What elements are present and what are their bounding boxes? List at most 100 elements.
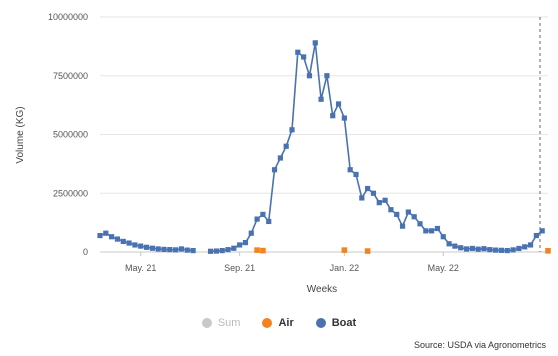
y-tick-label: 0 bbox=[83, 247, 88, 257]
legend-item-sum[interactable]: Sum bbox=[201, 317, 241, 329]
boat-point bbox=[405, 209, 411, 215]
y-tick-label: 2500000 bbox=[53, 188, 88, 198]
boat-point bbox=[231, 245, 237, 251]
boat-point bbox=[126, 240, 132, 246]
boat-point bbox=[318, 96, 324, 102]
boat-point bbox=[493, 247, 499, 253]
boat-point bbox=[452, 243, 458, 249]
boat-point bbox=[120, 238, 126, 245]
boat-point bbox=[324, 73, 330, 79]
boat-point bbox=[533, 232, 539, 239]
legend-item-air[interactable]: Air bbox=[262, 317, 294, 329]
boat-point bbox=[248, 230, 254, 236]
boat-point bbox=[190, 247, 196, 254]
legend-label-air: Air bbox=[278, 317, 294, 329]
boat-point bbox=[167, 247, 173, 253]
boat-point bbox=[266, 218, 272, 225]
boat-point bbox=[347, 167, 353, 173]
boat-point bbox=[103, 230, 109, 236]
air-marker bbox=[262, 318, 273, 328]
boat-point bbox=[382, 197, 388, 203]
boat-point bbox=[207, 248, 214, 254]
boat-point bbox=[458, 245, 464, 251]
boat-point bbox=[417, 221, 423, 227]
air-point bbox=[545, 248, 551, 254]
air-point bbox=[260, 247, 266, 254]
boat-point bbox=[475, 246, 481, 252]
air-point bbox=[254, 247, 260, 253]
boat-point bbox=[481, 246, 487, 252]
boat-point bbox=[271, 167, 278, 173]
boat-point bbox=[143, 244, 150, 250]
boat-point bbox=[295, 49, 301, 55]
x-tick-label: May. 21 bbox=[125, 263, 156, 273]
boat-point bbox=[463, 246, 470, 252]
boat-point bbox=[399, 223, 406, 229]
y-axis-label: Volume (KG) bbox=[15, 106, 26, 163]
boat-point bbox=[498, 247, 505, 253]
boat-point bbox=[510, 247, 516, 253]
boat-point bbox=[109, 234, 115, 240]
boat-point bbox=[388, 207, 394, 213]
boat-point bbox=[335, 101, 342, 107]
boat-point bbox=[283, 143, 289, 149]
boat-point bbox=[260, 211, 266, 217]
boat-point bbox=[138, 243, 144, 249]
y-tick-labels: 0 2500000 5000000 7500000 10000000 bbox=[48, 12, 88, 257]
boat-point bbox=[301, 54, 307, 60]
boat-point bbox=[219, 247, 225, 254]
legend-label-sum: Sum bbox=[217, 317, 241, 329]
boat-point bbox=[527, 242, 534, 248]
boat-point bbox=[429, 228, 435, 234]
boat-marker bbox=[315, 318, 326, 328]
boat-point bbox=[504, 247, 510, 254]
boat-point bbox=[237, 242, 243, 248]
boat-point bbox=[522, 244, 528, 250]
boat-point bbox=[178, 246, 185, 252]
boat-point bbox=[114, 236, 121, 242]
x-tick-label: Sep. 21 bbox=[224, 263, 255, 273]
boat-point bbox=[423, 228, 429, 234]
x-tick-label: Jan. 22 bbox=[330, 263, 360, 273]
air-point bbox=[341, 247, 348, 253]
boat-point bbox=[469, 245, 475, 252]
series-points bbox=[97, 40, 551, 254]
boat-point bbox=[149, 245, 155, 251]
boat-point bbox=[277, 155, 283, 161]
boat-point bbox=[516, 245, 522, 252]
x-tick-labels: May. 21 Sep. 21 Jan. 22 May. 22 bbox=[125, 252, 459, 273]
boat-point bbox=[411, 214, 417, 220]
x-tick-label: May. 22 bbox=[428, 263, 459, 273]
source-note: Source: USDA via Agronometrics bbox=[413, 340, 546, 350]
boat-point bbox=[440, 234, 446, 240]
boat-point bbox=[394, 211, 400, 217]
boat-point bbox=[434, 225, 441, 232]
legend-item-boat[interactable]: Boat bbox=[315, 317, 357, 329]
boat-point bbox=[225, 247, 231, 253]
boat-point bbox=[539, 228, 545, 234]
boat-point bbox=[184, 247, 190, 253]
boat-point bbox=[487, 247, 493, 253]
sum-marker bbox=[201, 318, 212, 328]
boat-point bbox=[330, 113, 336, 119]
y-tick-label: 7500000 bbox=[53, 71, 88, 81]
boat-point bbox=[213, 248, 219, 254]
legend: Sum Air Boat bbox=[0, 317, 558, 329]
boat-point bbox=[306, 73, 313, 79]
x-axis-label: Weeks bbox=[307, 284, 337, 295]
boat-point bbox=[446, 241, 452, 247]
boat-point bbox=[376, 200, 382, 206]
boat-point bbox=[242, 240, 249, 246]
boat-point bbox=[353, 171, 359, 178]
gridlines bbox=[100, 16, 548, 253]
boat-point bbox=[365, 185, 371, 192]
boat-point bbox=[359, 195, 365, 201]
boat-point bbox=[341, 115, 347, 121]
legend-label-boat: Boat bbox=[331, 317, 357, 329]
y-tick-label: 10000000 bbox=[48, 12, 88, 22]
boat-point bbox=[161, 246, 167, 253]
y-tick-label: 5000000 bbox=[53, 130, 88, 140]
boat-series-line bbox=[210, 42, 543, 253]
boat-point bbox=[289, 127, 295, 133]
